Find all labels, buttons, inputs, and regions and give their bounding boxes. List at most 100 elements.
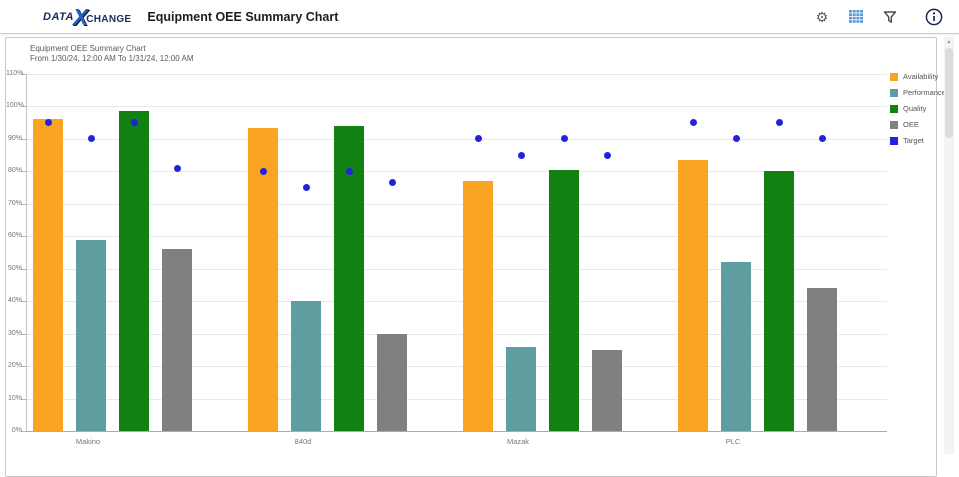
y-axis-label: 70% [7,199,22,207]
legend-swatch [890,120,898,129]
app-header: DATA X CHANGE Equipment OEE Summary Char… [0,0,959,34]
legend-label: Target [903,136,924,145]
bar-performance-mazak [506,346,536,431]
gridline-80 [26,171,887,173]
target-point [560,135,568,143]
y-axis-label: 90% [7,134,22,142]
grid-view-icon[interactable] [847,8,865,26]
target-point [302,184,310,192]
filter-icon[interactable] [881,8,899,26]
target-point [259,167,267,175]
target-point [732,135,740,143]
target-point [689,119,697,127]
x-axis-label-plc: PLC [725,437,741,446]
legend-label: Quality [903,104,927,113]
chart-card: Equipment OEE Summary Chart From 1/30/24… [5,37,946,477]
target-point [603,151,611,159]
y-axis-label: 10% [7,394,22,402]
y-tick-100 [21,106,26,108]
legend-label: Performance [903,88,946,97]
scroll-up-arrow-icon[interactable]: ▲ [946,39,952,45]
chart-title: Equipment OEE Summary Chart [30,44,146,53]
x-axis-label-mazak: Mazak [506,437,530,446]
bar-availability-mazak [463,181,493,431]
y-axis-label: 0% [11,427,22,434]
legend-swatch [890,136,898,145]
gear-icon[interactable]: ⚙ [815,8,829,25]
target-point [517,151,525,159]
logo-x-glyph: X [72,3,89,30]
y-tick-20 [21,366,26,368]
target-point [44,119,52,127]
bar-performance-plc [721,262,751,431]
y-axis-label: 100% [6,102,24,110]
target-point [87,135,95,143]
header-icons: ⚙ [813,8,943,26]
x-axis-label-makino: Makino [75,437,101,446]
legend-swatch [890,72,898,81]
y-axis-label: 60% [7,232,22,240]
gridline-30 [26,333,887,335]
bar-oee-840d [377,333,407,431]
gridline-110 [26,74,887,75]
y-tick-90 [21,138,26,140]
vertical-scrollbar[interactable]: ▲ [944,37,954,454]
gridline-40 [26,301,887,303]
target-point [818,135,826,143]
legend-swatch [890,88,898,97]
bar-performance-840d [291,301,321,431]
legend-item-oee[interactable]: OEE [890,120,946,129]
gridline-60 [26,236,887,238]
page-title: Equipment OEE Summary Chart [147,9,339,24]
gridline-90 [26,138,887,140]
y-axis-label: 40% [7,297,22,305]
y-tick-30 [21,333,26,335]
target-point [775,119,783,127]
target-point [388,179,396,187]
y-tick-0 [21,431,26,432]
logo-text-change: CHANGE [86,14,132,25]
bar-quality-840d [334,125,364,431]
legend-item-performance[interactable]: Performance [890,88,946,97]
gridline-20 [26,366,887,368]
target-point [130,119,138,127]
legend-item-target[interactable]: Target [890,136,946,145]
y-tick-60 [21,236,26,238]
y-tick-70 [21,203,26,205]
gridline-70 [26,203,887,205]
bar-availability-840d [248,127,278,431]
target-point [345,167,353,175]
gridline-50 [26,268,887,270]
y-axis-label: 110% [6,70,24,77]
dataxchange-logo: DATA X CHANGE [43,3,132,30]
y-axis-label: 30% [7,329,22,337]
target-point [173,164,181,172]
bar-quality-mazak [549,169,579,431]
legend-item-availability[interactable]: Availability [890,72,946,81]
legend-swatch [890,104,898,113]
bar-performance-makino [76,239,106,431]
target-point [474,135,482,143]
y-tick-110 [21,74,26,75]
y-axis-label: 20% [7,362,22,370]
y-tick-50 [21,268,26,270]
scrollbar-thumb[interactable] [945,48,953,138]
y-axis-line [26,74,27,431]
legend-item-quality[interactable]: Quality [890,104,946,113]
legend-label: Availability [903,72,939,81]
bar-availability-plc [678,160,708,431]
x-axis-label-840d: 840d [294,437,312,446]
gridline-10 [26,398,887,400]
info-icon[interactable] [925,8,943,26]
bar-oee-plc [807,288,837,431]
plot-area: 0% 10% 20% 30% 40% 50% 60% 70% 80% 90% 100% 110% Mak… [6,38,936,476]
gridline-100 [26,106,887,108]
y-axis-label: 50% [7,264,22,272]
chart-subtitle: From 1/30/24, 12:00 AM To 1/31/24, 12:00… [30,54,194,63]
bar-oee-makino [162,249,192,431]
y-axis-label: 80% [7,167,22,175]
y-tick-80 [21,171,26,173]
legend-label: OEE [903,120,919,129]
bar-quality-makino [119,111,149,431]
x-axis-line [26,431,887,432]
